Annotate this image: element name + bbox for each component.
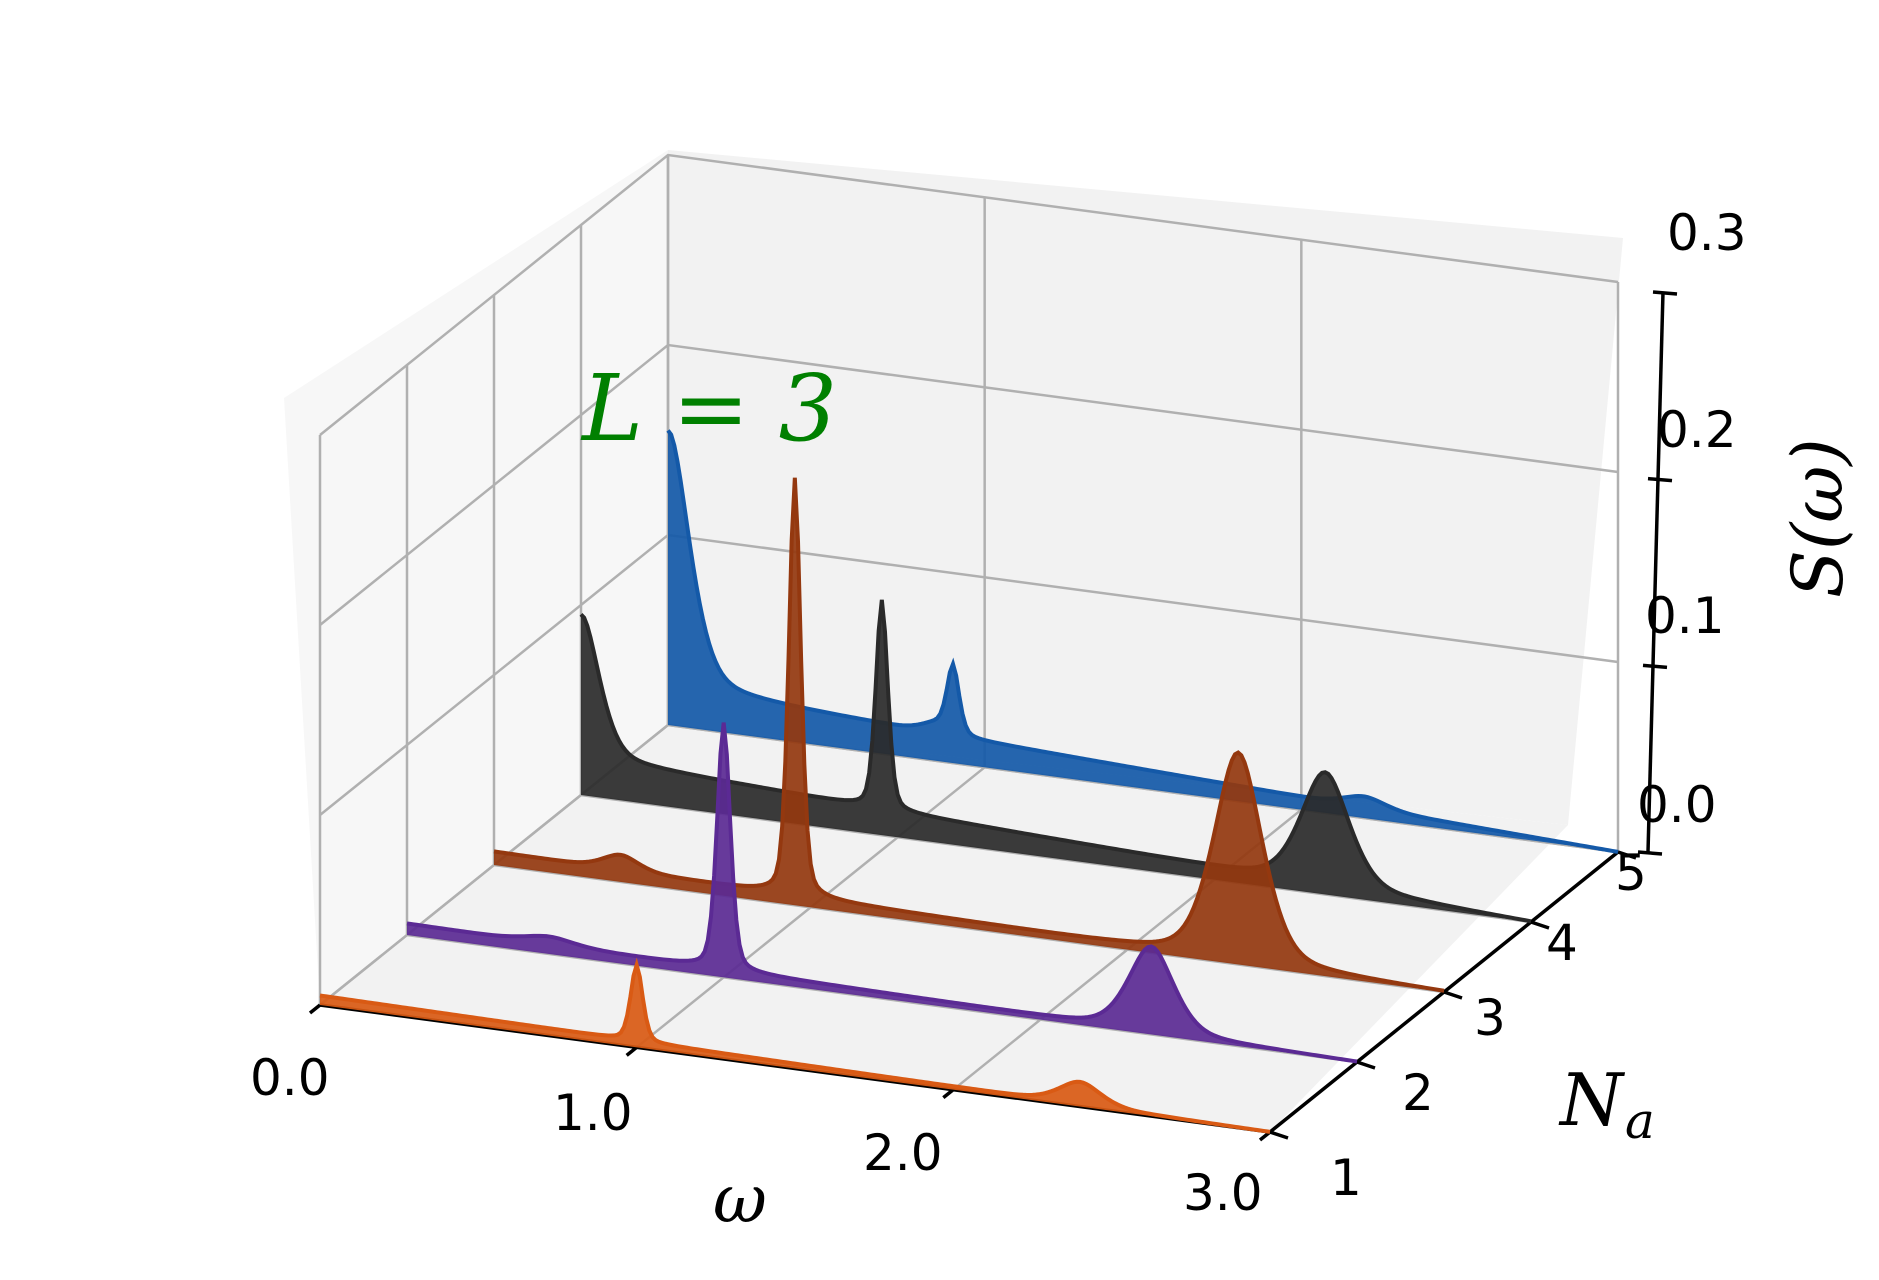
left-pane bbox=[284, 150, 668, 1005]
z-tick-0 bbox=[1637, 850, 1663, 856]
x-tick-label-3: 3.0 bbox=[1183, 1164, 1263, 1222]
y-tick-label-0: 1 bbox=[1330, 1149, 1362, 1207]
x-tick-label-2: 2.0 bbox=[863, 1124, 943, 1182]
series-layer bbox=[319, 429, 1619, 1134]
y-tick-label-2: 3 bbox=[1474, 989, 1506, 1047]
y-tick-1 bbox=[1356, 1060, 1376, 1070]
y-axis-label-main: N bbox=[1558, 1058, 1626, 1142]
z-tick-label-1: 0.1 bbox=[1645, 587, 1725, 645]
x-axis-label: ω bbox=[713, 1161, 767, 1238]
y-tick-label-4: 5 bbox=[1615, 844, 1647, 902]
series-line-na-5 bbox=[666, 429, 1619, 854]
y-tick-2 bbox=[1443, 990, 1463, 1000]
x-tick-1 bbox=[625, 1045, 638, 1057]
y-tick-4 bbox=[1617, 850, 1637, 860]
z-axis-label: S(ω) bbox=[1777, 438, 1859, 598]
z-tick-1 bbox=[1642, 663, 1668, 670]
series-line-na-2 bbox=[406, 722, 1358, 1064]
y-tick-3 bbox=[1530, 920, 1550, 930]
y-tick-label-1: 2 bbox=[1402, 1064, 1434, 1122]
z-tick-label-3: 0.3 bbox=[1667, 204, 1747, 262]
z-tick-3 bbox=[1652, 290, 1678, 296]
y-axis-label-sub: a bbox=[1625, 1092, 1655, 1150]
series-area-na-4 bbox=[581, 599, 1531, 922]
x-tick-0 bbox=[308, 1003, 322, 1015]
series-line-na-3 bbox=[493, 477, 1445, 993]
series-line-na-4 bbox=[579, 599, 1532, 924]
x-tick-label-1: 1.0 bbox=[553, 1084, 633, 1142]
y-tick-label-3: 4 bbox=[1546, 914, 1578, 972]
x-tick-label-0: 0.0 bbox=[250, 1049, 330, 1107]
series-line-na-1 bbox=[319, 957, 1271, 1134]
gridline-z-12 bbox=[319, 153, 1619, 436]
z-tick-label-0: 0.0 bbox=[1637, 776, 1717, 834]
back-pane bbox=[668, 150, 1623, 825]
z-tick-2 bbox=[1647, 476, 1673, 483]
chart-annotation: L = 3 bbox=[580, 355, 837, 462]
z-tick-label-2: 0.2 bbox=[1657, 401, 1737, 459]
z-tick-labels: 0.0 0.1 0.2 0.3 bbox=[1637, 204, 1747, 834]
gridline-z-11 bbox=[319, 343, 1619, 626]
x-tick-2 bbox=[942, 1088, 955, 1100]
x-tick-labels: 0.0 1.0 2.0 3.0 bbox=[250, 1049, 1263, 1222]
series-area-na-5 bbox=[668, 430, 1618, 852]
y-axis-label: N a bbox=[1558, 1058, 1655, 1150]
y-tick-0 bbox=[1269, 1130, 1289, 1140]
z-axis-line bbox=[1646, 291, 1665, 853]
y-tick-labels: 1 2 3 4 5 bbox=[1330, 844, 1647, 1207]
